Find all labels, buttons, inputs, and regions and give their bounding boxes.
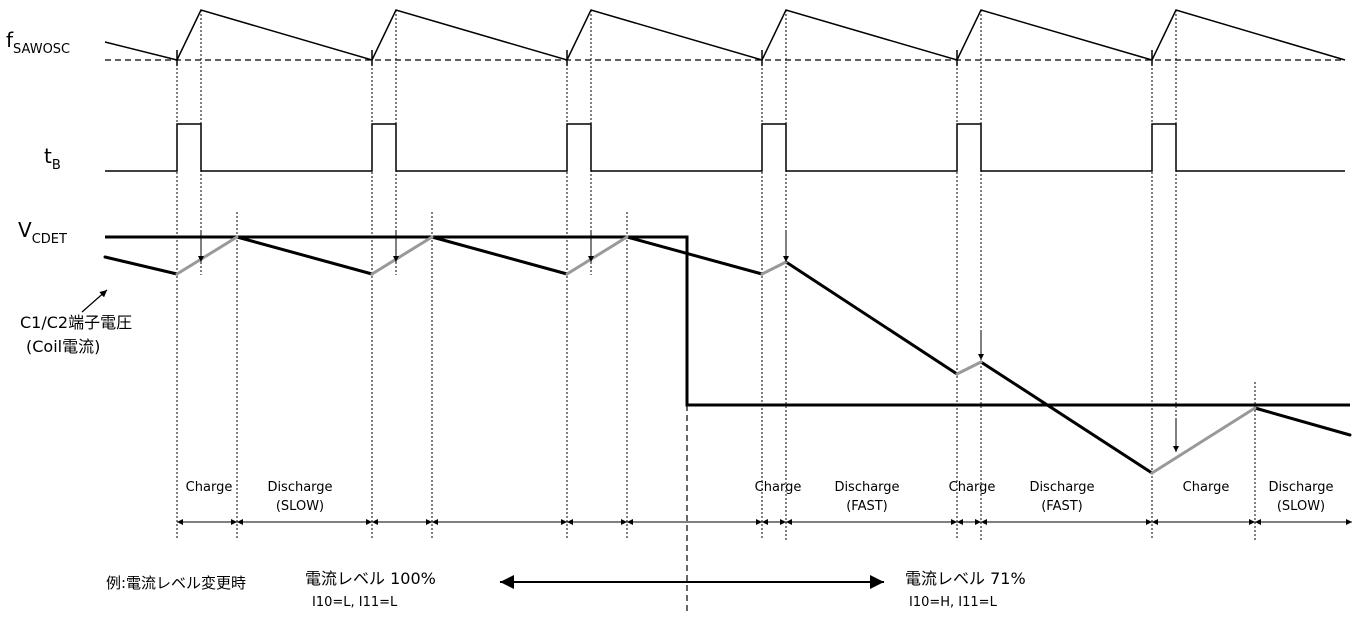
phase-label: Charge	[186, 480, 233, 495]
phase-label: Discharge	[1029, 480, 1094, 495]
level-before-title: 電流レベル 100%	[305, 569, 436, 588]
vcdet-label: VCDET	[18, 218, 67, 247]
phase-label: Discharge	[1268, 480, 1333, 495]
coil-label-pointer	[81, 289, 108, 313]
fsawosc-label: fSAWOSC	[6, 28, 70, 57]
phase-label: Charge	[755, 480, 802, 495]
phase-label: Discharge	[267, 480, 332, 495]
phase-label: Charge	[1183, 480, 1230, 495]
phase-label: Discharge	[834, 480, 899, 495]
tb-end-arrows	[198, 230, 1179, 452]
level-before-setting: I10=L, I11=L	[312, 595, 398, 610]
phase-label: (SLOW)	[276, 499, 324, 514]
coil-voltage-discharge	[103, 235, 1352, 475]
tb-waveform	[105, 123, 1345, 172]
phase-label: (FAST)	[1041, 499, 1083, 514]
sawosc-waveform	[104, 9, 1346, 61]
guide-lines	[176, 10, 1256, 540]
example-label: 例:電流レベル変更時	[106, 574, 246, 592]
tb-label: tB	[44, 144, 61, 173]
coil-voltage-charge	[175, 235, 1257, 475]
sawosc-ticks	[176, 50, 1153, 66]
vcdet-threshold	[105, 235, 1350, 407]
phase-label: (FAST)	[846, 499, 888, 514]
level-after-setting: I10=H, I11=L	[909, 595, 998, 610]
coil-label-line2: (Coil電流)	[26, 337, 100, 356]
level-after-title: 電流レベル 71%	[905, 569, 1026, 588]
phase-label: Charge	[949, 480, 996, 495]
phase-label: (SLOW)	[1277, 499, 1325, 514]
coil-label-line1: C1/C2端子電圧	[20, 313, 132, 332]
